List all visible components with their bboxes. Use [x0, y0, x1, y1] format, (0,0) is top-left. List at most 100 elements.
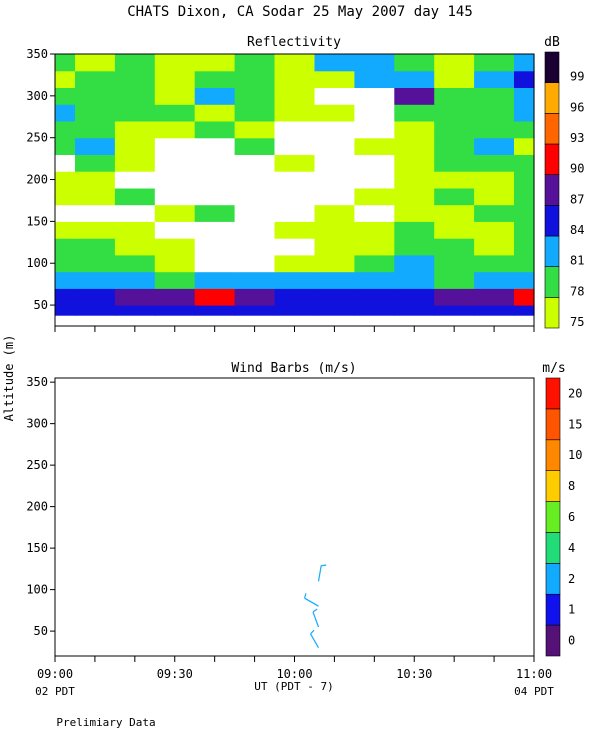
reflectivity-cell: [75, 70, 116, 88]
reflectivity-cell: [75, 204, 116, 222]
reflectivity-cell: [314, 154, 355, 172]
reflectivity-cell: [314, 271, 355, 289]
reflectivity-cell: [474, 154, 515, 172]
wind-y-tick-label: 300: [26, 417, 48, 431]
wind-x-tick-label: 10:30: [396, 667, 432, 681]
reflectivity-cell: [234, 104, 276, 122]
reflectivity-cell: [75, 254, 116, 273]
reflectivity-cell: [274, 221, 315, 239]
reflectivity-cell: [194, 154, 236, 172]
reflectivity-cell: [434, 187, 475, 206]
reflectivity-cell: [154, 137, 196, 155]
reflectivity-cell: [434, 254, 475, 273]
reflectivity-cell: [314, 104, 355, 122]
reflectivity-cell: [114, 54, 156, 72]
reflectivity-y-tick-label: 200: [26, 173, 48, 187]
reflectivity-colorbar-label: 87: [570, 192, 584, 206]
reflectivity-cell: [394, 271, 435, 289]
reflectivity-cell: [55, 305, 76, 316]
reflectivity-colorbar-swatch: [544, 174, 560, 206]
wind-colorbar-label: 4: [568, 541, 575, 555]
reflectivity-cell: [194, 137, 236, 155]
reflectivity-cell: [474, 288, 515, 306]
reflectivity-cell: [394, 288, 435, 306]
reflectivity-cell: [75, 221, 116, 239]
reflectivity-cell: [55, 154, 76, 172]
wind-x-tick-label: 09:30: [157, 667, 193, 681]
reflectivity-cell: [354, 54, 395, 72]
reflectivity-cell: [394, 254, 435, 273]
wind-barbs-x-axis: 09:00 09:30 10:00 10:30 11:00: [37, 656, 552, 681]
reflectivity-cell: [114, 238, 156, 256]
reflectivity-colorbar: 75 78 81 84 87 90 93 96 99: [544, 51, 584, 329]
reflectivity-cell: [394, 70, 435, 88]
wind-colorbar-label: 20: [568, 386, 582, 400]
reflectivity-y-tick-label: 350: [26, 47, 48, 61]
reflectivity-cell: [234, 137, 276, 155]
reflectivity-cell: [75, 238, 116, 256]
reflectivity-cell: [114, 104, 156, 122]
reflectivity-cell: [434, 70, 475, 88]
reflectivity-cell: [55, 288, 76, 306]
reflectivity-cell: [434, 104, 475, 122]
reflectivity-cell: [314, 238, 355, 256]
reflectivity-cell: [474, 104, 515, 122]
reflectivity-cell: [474, 221, 515, 239]
reflectivity-cell: [234, 204, 276, 222]
reflectivity-colorbar-label: 84: [570, 223, 584, 237]
reflectivity-cell: [114, 271, 156, 289]
reflectivity-cell: [354, 187, 395, 206]
reflectivity-cell: [514, 87, 535, 105]
reflectivity-cell: [154, 221, 196, 239]
reflectivity-y-tick-label: 50: [34, 298, 48, 312]
reflectivity-cell: [354, 288, 395, 306]
wind-barb: [304, 593, 319, 607]
reflectivity-cell: [55, 121, 76, 139]
reflectivity-cell: [354, 87, 395, 105]
reflectivity-cell: [55, 254, 76, 273]
footer-note: Prelimiary Data: [56, 716, 155, 729]
wind-colorbar-label: 15: [568, 417, 582, 431]
reflectivity-cell: [474, 187, 515, 206]
reflectivity-cell: [514, 271, 535, 289]
reflectivity-cell: [434, 238, 475, 256]
reflectivity-cell: [75, 87, 116, 105]
reflectivity-cell: [354, 271, 395, 289]
reflectivity-cell: [55, 87, 76, 105]
reflectivity-cell: [474, 87, 515, 105]
reflectivity-cell: [394, 187, 435, 206]
reflectivity-cell: [75, 104, 116, 122]
wind-y-tick-label: 150: [26, 541, 48, 555]
reflectivity-colorbar-swatch: [544, 266, 560, 298]
reflectivity-cell: [274, 154, 315, 172]
reflectivity-cell: [194, 187, 236, 206]
reflectivity-y-tick-label: 250: [26, 131, 48, 145]
reflectivity-cell: [434, 171, 475, 189]
reflectivity-cell: [434, 204, 475, 222]
reflectivity-cell: [274, 121, 315, 139]
reflectivity-cell: [154, 238, 196, 256]
reflectivity-cell: [194, 121, 236, 139]
reflectivity-cell: [154, 104, 196, 122]
reflectivity-cell: [434, 288, 475, 306]
reflectivity-cell: [354, 137, 395, 155]
reflectivity-colorbar-label: 78: [570, 284, 584, 298]
reflectivity-cell: [154, 171, 196, 189]
reflectivity-cell: [234, 187, 276, 206]
reflectivity-cell: [234, 154, 276, 172]
reflectivity-cell: [194, 204, 236, 222]
reflectivity-cell: [274, 87, 315, 105]
wind-colorbar-label: 6: [568, 510, 575, 524]
wind-barb: [317, 564, 327, 582]
reflectivity-cell: [114, 171, 156, 189]
reflectivity-cell: [114, 221, 156, 239]
reflectivity-cell: [394, 154, 435, 172]
reflectivity-colorbar-unit: dB: [544, 35, 560, 50]
wind-colorbar-swatch: [545, 439, 561, 471]
reflectivity-y-tick-label: 100: [26, 256, 48, 270]
reflectivity-colorbar-label: 90: [570, 162, 584, 176]
reflectivity-cell: [154, 154, 196, 172]
reflectivity-colorbar-label: 93: [570, 131, 584, 145]
wind-barbs-frame: [54, 377, 535, 657]
